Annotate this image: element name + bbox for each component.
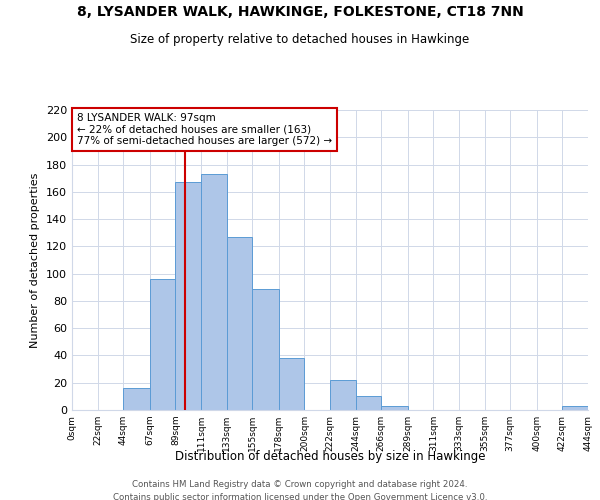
Text: Contains HM Land Registry data © Crown copyright and database right 2024.: Contains HM Land Registry data © Crown c… [132, 480, 468, 489]
Bar [381, 406, 408, 410]
Bar [330, 380, 356, 410]
Text: Contains public sector information licensed under the Open Government Licence v3: Contains public sector information licen… [113, 492, 487, 500]
Bar [252, 288, 279, 410]
Bar [150, 279, 175, 410]
Text: Size of property relative to detached houses in Hawkinge: Size of property relative to detached ho… [130, 32, 470, 46]
Bar [356, 396, 381, 410]
Bar [279, 358, 304, 410]
Bar [201, 174, 227, 410]
Text: 8 LYSANDER WALK: 97sqm
← 22% of detached houses are smaller (163)
77% of semi-de: 8 LYSANDER WALK: 97sqm ← 22% of detached… [77, 113, 332, 146]
Text: Distribution of detached houses by size in Hawkinge: Distribution of detached houses by size … [175, 450, 485, 463]
Text: 8, LYSANDER WALK, HAWKINGE, FOLKESTONE, CT18 7NN: 8, LYSANDER WALK, HAWKINGE, FOLKESTONE, … [77, 5, 523, 19]
Bar [123, 388, 150, 410]
Y-axis label: Number of detached properties: Number of detached properties [31, 172, 40, 348]
Bar [227, 237, 252, 410]
Bar [175, 182, 201, 410]
Bar [562, 406, 588, 410]
